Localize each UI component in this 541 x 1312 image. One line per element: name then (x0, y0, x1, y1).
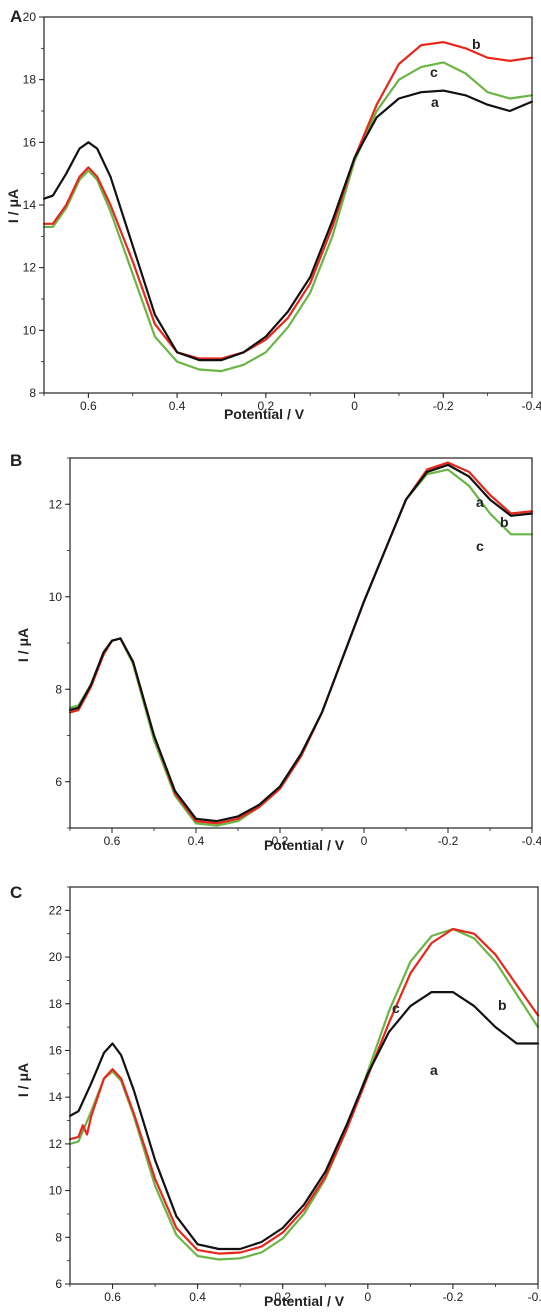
plot-frame-b (69, 457, 533, 829)
y-tick-label-a: 18 (23, 73, 37, 87)
curve-label-c-b: b (498, 997, 507, 1013)
x-tick-label-a: 0.6 (80, 399, 97, 413)
series-line-b-a (68, 463, 534, 823)
series-line-b-c (68, 468, 534, 827)
x-tick-label-a: 0 (351, 399, 358, 413)
y-tick-label-c: 16 (49, 1043, 63, 1057)
x-tick-label-c: 0.2 (274, 1290, 291, 1304)
y-tick-label-a: 10 (23, 323, 37, 337)
x-tick-label-a: 0.4 (169, 399, 186, 413)
x-tick-label-b: -0.2 (438, 834, 459, 848)
series-line-c-b (68, 927, 540, 1255)
panel-letter-c: C (10, 883, 22, 902)
curve-label-b-c: c (476, 538, 484, 554)
panel-b: B Potential / V I / μA a b c 0.6 0.4 0.2 0 -… (10, 451, 541, 853)
x-tick-label-c: -0.4 (528, 1290, 541, 1304)
x-axis-title-b: Potential / V (264, 837, 345, 853)
plot-frame-a (43, 16, 533, 394)
y-tick-label-b: 6 (55, 775, 62, 789)
curve-label-b-b: b (500, 514, 509, 530)
y-tick-label-a: 16 (23, 135, 37, 149)
y-tick-label-c: 6 (55, 1277, 62, 1291)
y-tick-label-a: 14 (23, 198, 37, 212)
x-axis-title-c: Potential / V (264, 1293, 345, 1309)
panel-letter-a: A (10, 7, 22, 26)
x-tick-label-b: 0 (361, 834, 368, 848)
y-axis-title-b: I / μA (15, 628, 31, 662)
y-tick-label-a: 12 (23, 261, 37, 275)
y-tick-label-b: 10 (49, 590, 63, 604)
y-tick-label-c: 22 (49, 903, 63, 917)
series-line-a-a (42, 89, 534, 362)
curve-label-a-c: c (430, 64, 438, 80)
y-tick-label-c: 12 (49, 1137, 63, 1151)
series-line-b-b (68, 461, 534, 825)
x-tick-label-c: -0.2 (443, 1290, 464, 1304)
panel-a: A Potential / V I / μA a b c 0.6 0.4 0.2 0 -… (5, 7, 541, 422)
panel-letter-b: B (10, 451, 22, 470)
y-tick-label-c: 8 (55, 1230, 62, 1244)
x-axis-title-a: Potential / V (224, 406, 305, 422)
y-axis-title-c: I / μA (15, 1063, 31, 1097)
y-tick-label-c: 18 (49, 997, 63, 1011)
y-axis-title-a: I / μA (5, 189, 21, 223)
x-tick-label-c: 0 (364, 1290, 371, 1304)
x-tick-label-a: 0.2 (257, 399, 274, 413)
series-line-a-b (42, 41, 534, 360)
y-tick-label-a: 8 (29, 386, 36, 400)
x-tick-label-c: 0.4 (189, 1290, 206, 1304)
x-tick-label-b: 0.2 (272, 834, 289, 848)
curve-label-b-a: a (476, 494, 484, 510)
x-tick-label-c: 0.6 (104, 1290, 121, 1304)
y-tick-label-b: 8 (55, 682, 62, 696)
panel-c: C Potential / V I / μA a b c 0.6 0.4 0.2 0 -… (10, 883, 541, 1309)
curve-label-c-c: c (392, 1000, 400, 1016)
x-tick-label-b: -0.4 (522, 834, 541, 848)
curve-label-c-a: a (430, 1062, 438, 1078)
y-tick-label-c: 14 (49, 1090, 63, 1104)
x-tick-label-a: -0.2 (433, 399, 454, 413)
x-tick-label-b: 0.4 (188, 834, 205, 848)
y-tick-label-c: 10 (49, 1184, 63, 1198)
y-tick-label-b: 12 (49, 497, 63, 511)
series-line-c-a (68, 991, 540, 1251)
curve-label-a-a: a (431, 94, 439, 110)
y-tick-label-a: 20 (23, 10, 37, 24)
x-tick-label-b: 0.6 (104, 834, 121, 848)
x-tick-label-a: -0.4 (522, 399, 541, 413)
y-tick-label-c: 20 (49, 950, 63, 964)
series-line-a-c (42, 61, 534, 373)
curve-label-a-b: b (472, 36, 481, 52)
plot-frame-c (69, 886, 539, 1285)
